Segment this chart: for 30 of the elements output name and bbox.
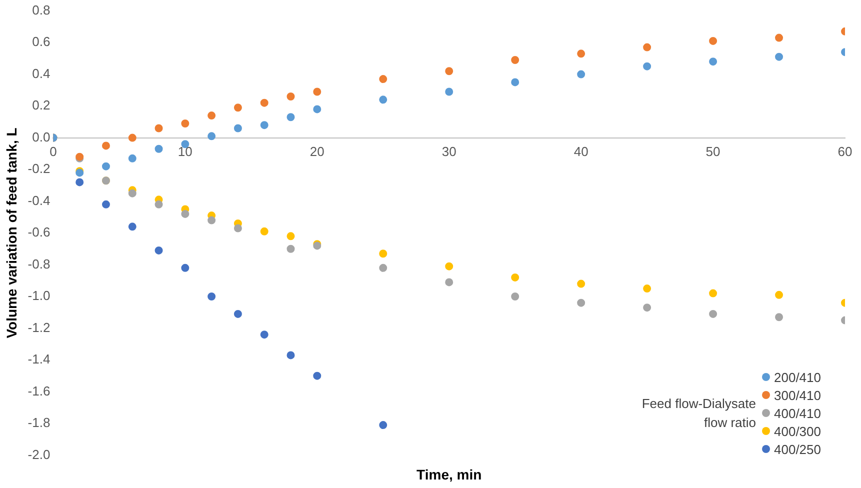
legend-label: 400/250	[774, 442, 821, 456]
legend-label: 300/410	[774, 388, 821, 402]
legend-label: 400/300	[774, 424, 821, 438]
x-tick-label: 20	[310, 144, 324, 160]
legend-label: 200/410	[774, 370, 821, 384]
x-tick-label: 50	[706, 144, 720, 160]
x-axis-title: Time, min	[416, 466, 482, 482]
y-tick-label: 0.6	[32, 34, 50, 50]
x-tick-label: 30	[442, 144, 456, 160]
y-tick-label: -1.8	[28, 415, 50, 430]
y-tick-label: -0.2	[28, 161, 50, 176]
y-tick-label: -0.4	[28, 192, 50, 208]
x-tick-label: 10	[178, 144, 192, 160]
y-tick-label: 0.8	[32, 2, 50, 18]
y-tick-label: -1.4	[28, 352, 50, 367]
y-tick-label: 0.4	[32, 66, 50, 81]
y-axis-title: Volume variation of feed tank, L	[3, 127, 20, 338]
y-tick-label: -1.6	[28, 383, 50, 398]
y-tick-label: -1.2	[28, 320, 50, 335]
x-tick-label: 0	[50, 144, 57, 160]
y-tick-label: -1.0	[28, 288, 50, 304]
y-tick-label: -0.6	[28, 224, 50, 240]
x-tick-label: 40	[574, 144, 588, 160]
legend-title: Feed flow-Dialysate flow ratio	[640, 395, 756, 432]
y-tick-label: -2.0	[28, 446, 50, 462]
y-tick-label: 0.2	[32, 98, 50, 113]
y-tick-label: 0.0	[32, 129, 50, 144]
legend-label: 400/410	[774, 406, 821, 420]
y-tick-label: -0.8	[28, 256, 50, 272]
x-tick-label: 60	[838, 144, 852, 160]
